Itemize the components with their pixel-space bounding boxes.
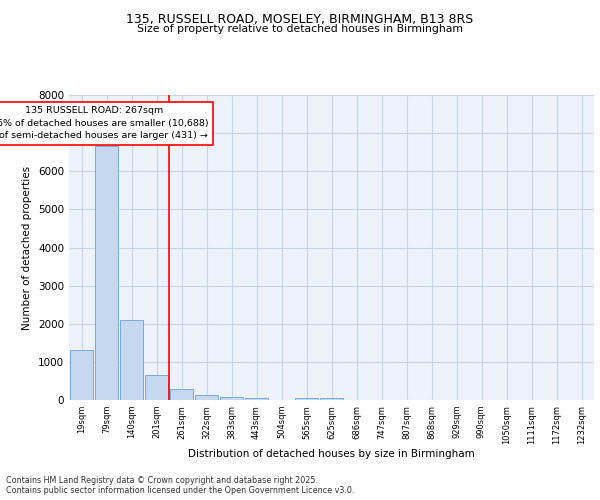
- Text: 135, RUSSELL ROAD, MOSELEY, BIRMINGHAM, B13 8RS: 135, RUSSELL ROAD, MOSELEY, BIRMINGHAM, …: [127, 12, 473, 26]
- Bar: [195, 395, 218, 400]
- Bar: [95, 146, 118, 400]
- X-axis label: Distribution of detached houses by size in Birmingham: Distribution of detached houses by size …: [188, 450, 475, 460]
- Y-axis label: Number of detached properties: Number of detached properties: [22, 166, 32, 330]
- Bar: [220, 396, 243, 400]
- Text: Contains public sector information licensed under the Open Government Licence v3: Contains public sector information licen…: [6, 486, 355, 495]
- Bar: [70, 350, 93, 400]
- Text: Contains HM Land Registry data © Crown copyright and database right 2025.: Contains HM Land Registry data © Crown c…: [6, 476, 318, 485]
- Text: 135 RUSSELL ROAD: 267sqm
← 96% of detached houses are smaller (10,688)
4% of sem: 135 RUSSELL ROAD: 267sqm ← 96% of detach…: [0, 106, 208, 140]
- Bar: [320, 398, 343, 400]
- Bar: [295, 398, 318, 400]
- Bar: [145, 375, 168, 400]
- Bar: [170, 388, 193, 400]
- Text: Size of property relative to detached houses in Birmingham: Size of property relative to detached ho…: [137, 24, 463, 34]
- Bar: [245, 398, 268, 400]
- Bar: [120, 320, 143, 400]
